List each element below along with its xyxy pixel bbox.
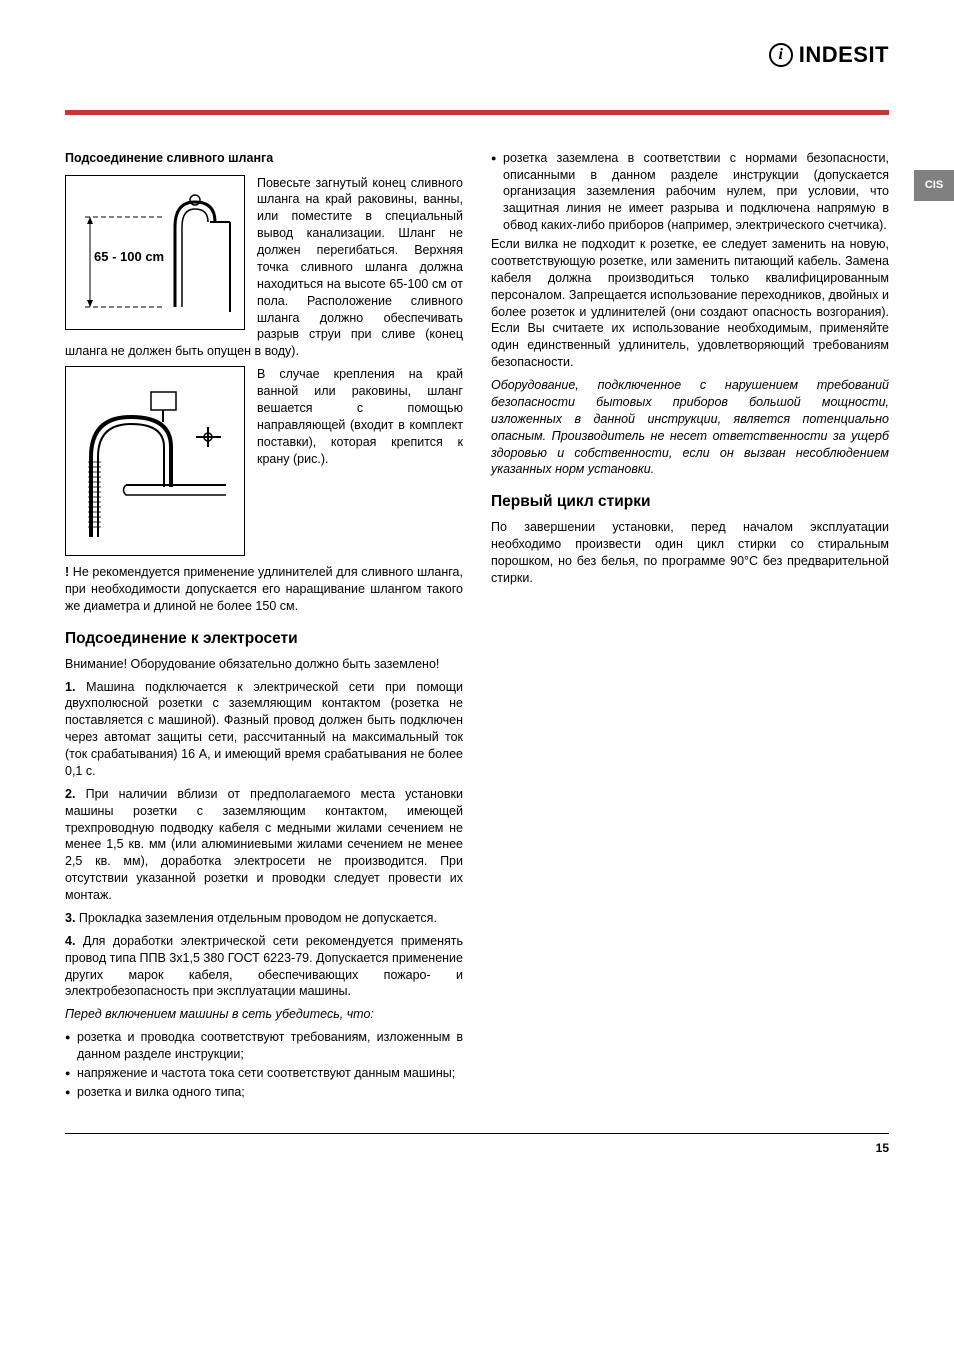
list-item: напряжение и частота тока сети соответст… xyxy=(65,1065,463,1082)
item-number: 1. xyxy=(65,680,75,694)
item-number: 4. xyxy=(65,934,75,948)
italic-paragraph: Оборудование, подключенное с нарушением … xyxy=(491,377,889,478)
numbered-item-1: 1. Машина подключается к электрической с… xyxy=(65,679,463,780)
section-heading-electrical: Подсоединение к электросети xyxy=(65,629,463,650)
left-column: Подсоединение сливного шланга 65 - 100 c… xyxy=(65,150,463,1103)
numbered-item-2: 2. При наличии вблизи от предполагаемого… xyxy=(65,786,463,904)
list-item: розетка и вилка одного типа; xyxy=(65,1084,463,1101)
hose-guide-diagram-icon xyxy=(66,367,236,547)
numbered-item-4: 4. Для доработки электрической сети реко… xyxy=(65,933,463,1001)
brand-logo: i INDESIT xyxy=(769,40,889,70)
page: CIS i INDESIT Подсоединение сливного шла… xyxy=(0,0,954,1186)
content-columns: Подсоединение сливного шланга 65 - 100 c… xyxy=(65,150,889,1103)
page-number: 15 xyxy=(65,1133,889,1156)
section-title-drain-hose: Подсоединение сливного шланга xyxy=(65,150,463,167)
text: Машина подключается к электрической сети… xyxy=(65,680,463,778)
numbered-item-3: 3. Прокладка заземления отдельным провод… xyxy=(65,910,463,927)
paragraph: По завершении установки, перед началом э… xyxy=(491,519,889,587)
italic-lead-in: Перед включением машины в сеть убедитесь… xyxy=(65,1006,463,1023)
text: Не рекомендуется применение удлинителей … xyxy=(65,565,463,613)
item-number: 2. xyxy=(65,787,75,801)
paragraph: Если вилка не подходит к розетке, ее сле… xyxy=(491,236,889,371)
item-number: 3. xyxy=(65,911,75,925)
list-item: розетка и проводка соответствуют требова… xyxy=(65,1029,463,1063)
text: При наличии вблизи от предполагаемого ме… xyxy=(65,787,463,902)
figure-label: 65 - 100 cm xyxy=(94,248,164,266)
section-heading-first-wash: Первый цикл стирки xyxy=(491,492,889,513)
header-logo-row: i INDESIT xyxy=(65,40,889,70)
figure-drain-height: 65 - 100 cm xyxy=(65,175,245,330)
text: Прокладка заземления отдельным проводом … xyxy=(75,911,436,925)
right-column: розетка заземлена в соответствии с норма… xyxy=(491,150,889,1103)
text: Для доработки электрической сети рекомен… xyxy=(65,934,463,999)
brand-logo-text: INDESIT xyxy=(799,40,889,70)
figure-hose-guide xyxy=(65,366,245,556)
brand-logo-icon: i xyxy=(769,43,793,67)
paragraph: ! Не рекомендуется применение удлинителе… xyxy=(65,564,463,615)
list-item: розетка заземлена в соответствии с норма… xyxy=(491,150,889,234)
bullet-list-right: розетка заземлена в соответствии с норма… xyxy=(491,150,889,234)
divider-red-bar xyxy=(65,110,889,115)
bullet-list-left: розетка и проводка соответствуют требова… xyxy=(65,1029,463,1101)
warning-text: Внимание! Оборудование обязательно должн… xyxy=(65,656,463,673)
language-tag: CIS xyxy=(914,170,954,201)
